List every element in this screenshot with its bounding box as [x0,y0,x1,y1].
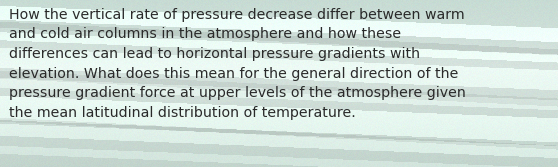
Text: How the vertical rate of pressure decrease differ between warm
and cold air colu: How the vertical rate of pressure decrea… [9,8,466,120]
